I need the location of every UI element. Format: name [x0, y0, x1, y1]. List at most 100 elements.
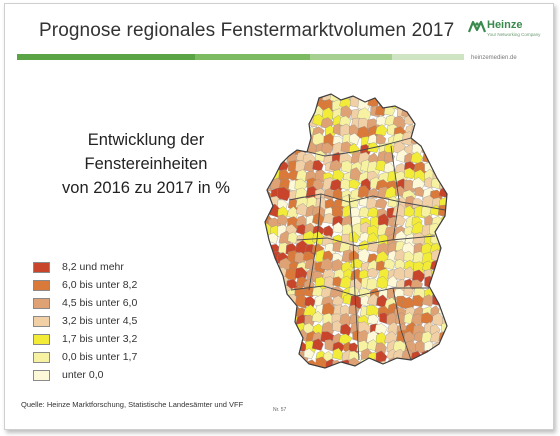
district-region: [265, 257, 272, 271]
district-region: [278, 125, 295, 138]
district-region: [421, 133, 434, 146]
district-region: [403, 251, 415, 263]
district-region: [268, 321, 283, 335]
brand-name: Heinze: [487, 19, 523, 31]
district-region: [265, 316, 274, 329]
district-region: [265, 340, 272, 353]
district-region: [395, 385, 406, 390]
district-region: [320, 257, 334, 272]
district-region: [414, 186, 425, 198]
district-region: [294, 178, 308, 191]
district-region: [413, 380, 426, 390]
district-region: [348, 179, 361, 190]
district-region: [270, 377, 284, 390]
district-region: [349, 132, 360, 146]
legend-swatch: [33, 316, 50, 327]
district-region: [441, 107, 447, 121]
subtitle-line-2: von 2016 zu 2017 in %: [62, 179, 230, 197]
district-region: [286, 206, 300, 220]
district-region: [307, 366, 319, 368]
district-region: [278, 341, 294, 357]
district-region: [446, 196, 447, 211]
district-region: [350, 376, 365, 389]
district-region: [295, 378, 308, 390]
district-region: [265, 131, 273, 144]
legend-label: 8,2 und mehr: [62, 261, 124, 273]
district-region: [441, 141, 447, 156]
district-region: [323, 225, 334, 239]
district-region: [446, 288, 447, 302]
district-region: [358, 321, 371, 335]
district-region: [265, 141, 273, 155]
district-region: [329, 159, 343, 172]
district-region: [267, 115, 282, 130]
district-region: [270, 370, 283, 383]
district-region: [387, 387, 398, 390]
district-region: [288, 106, 300, 120]
district-region: [284, 339, 298, 355]
legend-label: 3,2 bis unter 4,5: [62, 315, 138, 327]
district-region: [449, 223, 457, 238]
slide: Prognose regionales Fenstermarktvolumen …: [4, 3, 554, 430]
district-region: [448, 115, 457, 128]
district-region: [304, 96, 317, 109]
district-region: [439, 384, 452, 390]
district-region: [265, 252, 273, 266]
district-region: [269, 107, 282, 122]
district-region: [438, 278, 447, 291]
district-region: [265, 295, 273, 309]
germany-district-map: [264, 93, 458, 391]
district-region: [366, 232, 378, 244]
district-region: [441, 340, 447, 355]
district-region: [442, 369, 455, 383]
district-region: [286, 349, 299, 360]
district-region: [448, 152, 457, 164]
district-region: [269, 340, 284, 355]
district-region: [332, 169, 345, 182]
district-region: [452, 171, 458, 183]
district-region: [441, 122, 447, 138]
legend-label: unter 0,0: [62, 369, 104, 381]
district-region: [288, 377, 298, 388]
district-region: [430, 94, 445, 102]
district-region: [277, 359, 290, 368]
district-region: [294, 359, 307, 368]
district-region: [450, 181, 457, 191]
district-region: [412, 269, 427, 283]
district-region: [379, 384, 390, 390]
district-region: [449, 340, 457, 353]
district-region: [451, 162, 457, 174]
district-region: [265, 288, 272, 301]
district-region: [303, 348, 315, 360]
district-region: [451, 143, 457, 154]
source-note: Quelle: Heinze Marktforschung, Statistis…: [21, 400, 244, 409]
district-region: [449, 349, 457, 362]
district-region: [414, 365, 427, 368]
district-region: [356, 107, 372, 122]
district-region: [383, 162, 395, 174]
district-region: [438, 377, 450, 389]
district-region: [325, 378, 338, 391]
district-region: [393, 94, 408, 104]
district-region: [394, 375, 408, 389]
district-region: [295, 98, 309, 109]
district-region: [295, 104, 310, 117]
district-region: [421, 115, 436, 129]
district-region: [374, 342, 387, 356]
district-region: [429, 149, 443, 164]
district-region: [431, 123, 445, 138]
district-region: [358, 370, 369, 381]
district-region: [303, 94, 316, 101]
subtitle-line-1: Entwicklung der Fenstereinheiten: [84, 131, 208, 173]
district-region: [410, 151, 424, 164]
district-region: [383, 258, 396, 270]
district-region: [412, 106, 427, 122]
district-region: [450, 325, 457, 337]
district-region: [312, 160, 324, 173]
legend-swatch: [33, 370, 50, 381]
legend-label: 0,0 bis unter 1,7: [62, 351, 138, 363]
district-region: [268, 303, 281, 318]
district-region: [411, 361, 424, 368]
district-region: [315, 388, 327, 390]
district-region: [441, 214, 447, 229]
